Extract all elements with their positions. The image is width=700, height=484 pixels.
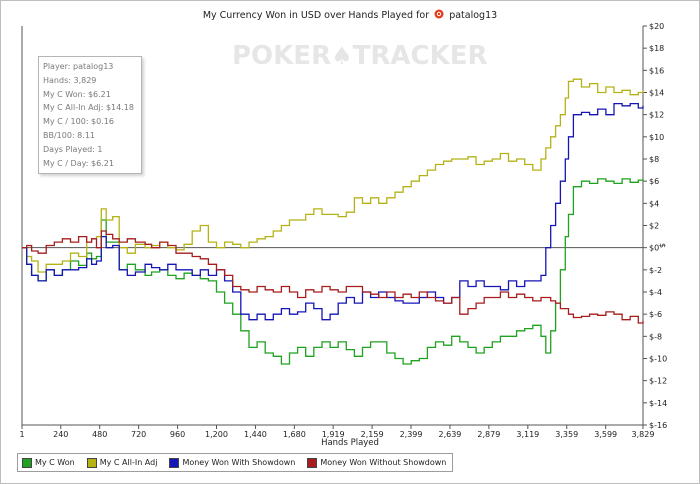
legend-swatch (307, 457, 318, 468)
chart-title: My Currency Won in USD over Hands Played… (0, 9, 700, 21)
y-tick-label: $-16 (649, 421, 667, 430)
series-line (22, 78, 644, 273)
legend-swatch (86, 457, 97, 468)
x-tick-label: 1,200 (205, 430, 228, 439)
x-tick-label: 3,119 (516, 430, 539, 439)
watermark-right-text: TRACKER (352, 41, 488, 71)
stats-line: My C Won: $6.21 (43, 89, 111, 99)
x-tick-label: 720 (131, 430, 146, 439)
x-tick-label: 960 (170, 430, 185, 439)
pokertracker-watermark: POKER♠TRACKER (232, 41, 488, 71)
x-tick-label: 480 (92, 430, 107, 439)
y-tick-label: $-12 (649, 377, 667, 386)
watermark-left-text: POKER (232, 41, 332, 71)
stats-line: Days Played: 1 (43, 144, 103, 154)
x-tick-label: 1,919 (322, 430, 345, 439)
chart-title-player: patalog13 (449, 10, 498, 21)
stats-line: My C All-In Adj: $14.18 (43, 103, 134, 113)
legend-item[interactable]: Money Won Without Showdown (307, 457, 447, 468)
y-tick-label: $4 (649, 199, 659, 208)
x-tick-label: 2,159 (361, 430, 384, 439)
legend-item[interactable]: Money Won With Showdown (169, 457, 296, 468)
stats-line: BB/100: 8.11 (43, 130, 95, 140)
x-tick-label: 1,680 (283, 430, 306, 439)
legend-label: My C All-In Adj (99, 458, 158, 467)
y-tick-label: $-8 (649, 332, 662, 341)
y-tick-label: $18 (649, 44, 664, 53)
x-axis-label: Hands Played (321, 438, 379, 448)
chart-title-text: My Currency Won in USD over Hands Played… (202, 10, 430, 21)
stats-line: My C / 100: $0.16 (43, 117, 114, 127)
x-tick-label: 3,359 (555, 430, 578, 439)
x-tick-label: 2,879 (477, 430, 500, 439)
legend-item[interactable]: My C Won (22, 457, 75, 468)
y-tick-label: $-14 (649, 399, 667, 408)
y-tick-label: $8 (649, 155, 659, 164)
x-tick-label: 240 (53, 430, 68, 439)
y-tick-label: $12 (649, 111, 664, 120)
legend-label: Money Won Without Showdown (320, 458, 447, 467)
chart-legend: My C Won My C All-In Adj Money Won With Sh… (17, 453, 454, 472)
y-tick-label: $14 (649, 89, 664, 98)
y-tick-label: $6 (649, 177, 659, 186)
y-tick-label: $10 (649, 133, 664, 142)
x-tick-label: 3,599 (594, 430, 617, 439)
y-tick-label: $20 (649, 22, 664, 31)
stats-line: Player: patalog13 (43, 62, 114, 71)
legend-item[interactable]: My C All-In Adj (86, 457, 158, 468)
y-tick-label: $16 (649, 66, 664, 75)
series-line (22, 230, 644, 324)
y-tick-label: $-2 (649, 266, 662, 275)
y-tick-label: $-6 (649, 310, 662, 319)
y-tick-label: $0 (649, 244, 659, 253)
legend-label: Money Won With Showdown (182, 458, 296, 467)
series-line (22, 178, 644, 365)
x-tick-label: 2,639 (438, 430, 461, 439)
pokertracker-chip-icon (434, 9, 444, 19)
legend-label: My C Won (35, 458, 75, 467)
x-tick-label: 1,440 (244, 430, 267, 439)
y-axis-label: $ (658, 243, 667, 249)
player-stats-box: Player: patalog13 Hands: 3,829 My C Won: $… (38, 56, 142, 175)
x-tick-label: 2,399 (400, 430, 423, 439)
y-tick-label: $2 (649, 222, 659, 231)
legend-swatch (169, 457, 180, 468)
spade-icon: ♠ (331, 42, 353, 70)
y-tick-label: $-4 (649, 288, 662, 297)
stats-line: My C / Day: $6.21 (43, 158, 114, 168)
legend-swatch (22, 457, 32, 468)
x-tick-label: 3,829 (632, 430, 655, 439)
stats-line: Hands: 3,829 (43, 75, 97, 85)
x-tick-label: 1 (19, 430, 24, 439)
series-line (22, 102, 644, 321)
y-tick-label: $-10 (649, 355, 667, 364)
